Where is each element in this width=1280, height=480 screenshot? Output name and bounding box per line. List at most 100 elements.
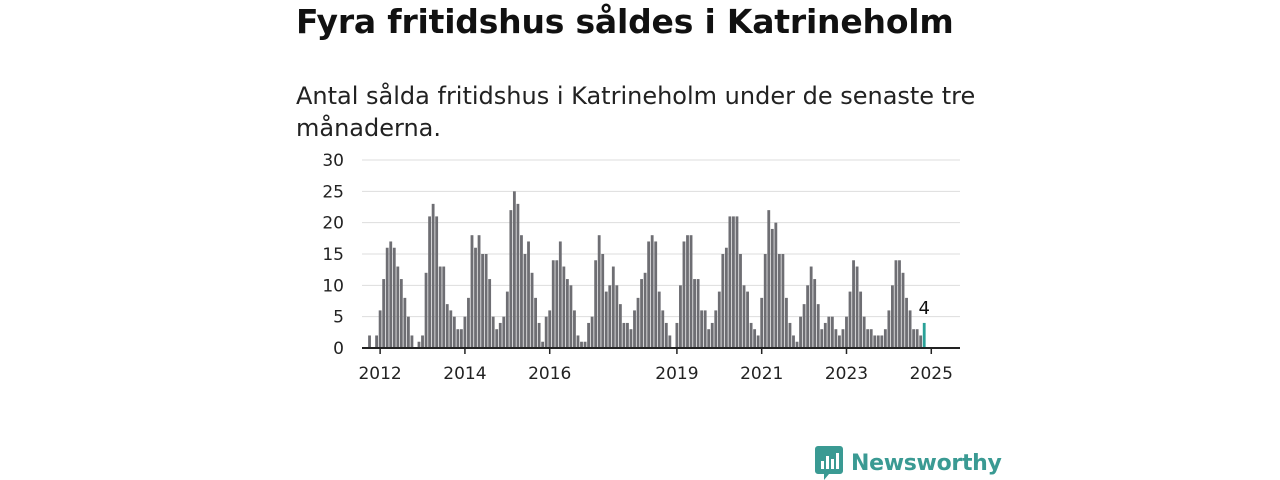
- bar: [459, 329, 463, 348]
- bar: [590, 316, 594, 348]
- bar: [721, 254, 725, 348]
- bar: [898, 260, 901, 348]
- bar: [823, 322, 827, 348]
- bar: [477, 235, 481, 348]
- bar: [421, 335, 424, 348]
- bar: [438, 266, 442, 348]
- y-tick-label: 15: [322, 245, 344, 265]
- bar: [724, 247, 728, 348]
- x-tick-label: 2014: [443, 364, 486, 384]
- bar: [474, 247, 477, 348]
- bar: [806, 285, 810, 348]
- bar: [781, 254, 785, 348]
- x-axis-tick-labels: 2012 2014 2016 2019 2021 2023 2025: [358, 348, 953, 384]
- gridlines: [362, 159, 960, 318]
- bar: [530, 272, 534, 348]
- y-tick-label: 30: [322, 151, 344, 171]
- bar: [802, 304, 806, 348]
- bar: [809, 266, 813, 348]
- bar: [604, 291, 608, 348]
- bar: [516, 203, 520, 348]
- bar: [541, 341, 545, 348]
- bar: [657, 291, 661, 348]
- bar: [498, 322, 502, 348]
- bar: [746, 291, 749, 348]
- bar: [679, 285, 682, 348]
- bar: [392, 247, 396, 348]
- bar: [449, 310, 453, 348]
- bar: [452, 316, 456, 348]
- bar: [587, 322, 590, 348]
- bar: [640, 279, 643, 348]
- newsworthy-logo[interactable]: Newsworthy: [815, 446, 1002, 480]
- bar: [700, 310, 704, 348]
- bar: [569, 285, 573, 348]
- highlighted-bar: [922, 322, 926, 348]
- newsworthy-logo-icon: [815, 446, 843, 480]
- y-tick-label: 0: [333, 339, 344, 359]
- bar: [795, 341, 799, 348]
- bar: [905, 297, 908, 348]
- bar: [859, 291, 863, 348]
- bar: [551, 260, 555, 348]
- bar: [767, 210, 771, 348]
- bar: [774, 222, 778, 348]
- bar: [558, 241, 562, 348]
- bar: [668, 335, 672, 348]
- bar: [527, 241, 530, 348]
- bar: [512, 191, 516, 348]
- bar: [608, 285, 612, 348]
- bar: [643, 272, 647, 348]
- bar: [583, 341, 587, 348]
- bar: [647, 241, 651, 348]
- bar: [428, 216, 432, 348]
- bar: [820, 329, 824, 348]
- bar: [594, 260, 598, 348]
- bar: [410, 335, 414, 348]
- bar: [396, 266, 400, 348]
- bar: [710, 322, 714, 348]
- bar: [735, 216, 739, 348]
- bar: [717, 291, 721, 348]
- bar: [873, 335, 877, 348]
- bar: [891, 285, 894, 348]
- bar: [611, 266, 615, 348]
- y-tick-label: 20: [322, 214, 344, 234]
- bar: [799, 316, 802, 348]
- bar: [760, 297, 764, 348]
- x-tick-label: 2016: [528, 364, 571, 384]
- bar: [845, 316, 848, 348]
- bars: [368, 191, 926, 348]
- bar: [484, 254, 488, 348]
- bar: [763, 254, 767, 348]
- bar: [777, 254, 781, 348]
- x-tick-label: 2021: [740, 364, 783, 384]
- bar: [714, 310, 718, 348]
- bar: [848, 291, 852, 348]
- bar: [378, 310, 382, 348]
- bar: [838, 335, 841, 348]
- bar: [555, 260, 559, 348]
- bar: [470, 235, 474, 348]
- bar: [912, 329, 916, 348]
- bar: [385, 247, 389, 348]
- bar: [894, 260, 898, 348]
- bar: [481, 254, 485, 348]
- bar: [562, 266, 566, 348]
- bar: [488, 279, 492, 348]
- bar: [629, 329, 633, 348]
- bar: [682, 241, 686, 348]
- bar: [707, 329, 711, 348]
- bar: [862, 316, 866, 348]
- bar: [654, 241, 658, 348]
- bar: [827, 316, 831, 348]
- bar: [728, 216, 732, 348]
- bar: [505, 291, 509, 348]
- bar: [399, 279, 403, 348]
- bar: [770, 228, 774, 348]
- bar: [813, 279, 817, 348]
- bar: [382, 279, 386, 348]
- bar: [866, 329, 870, 348]
- bar: [573, 310, 576, 348]
